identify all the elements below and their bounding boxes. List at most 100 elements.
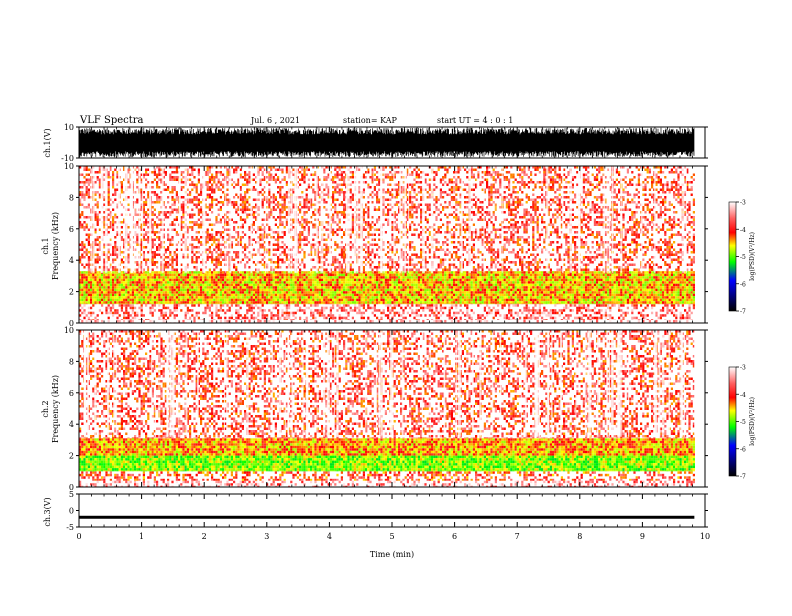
spectrogram-cell xyxy=(202,296,204,299)
spectrogram-cell xyxy=(400,281,402,284)
spectrogram-cell xyxy=(105,284,107,287)
spectrogram-cell xyxy=(279,276,281,279)
spectrogram-cell xyxy=(607,301,609,304)
spectrogram-cell xyxy=(413,274,415,277)
spectrogram-cell xyxy=(281,274,283,277)
spectrogram-cell xyxy=(264,289,266,292)
spectrogram-cell xyxy=(110,286,112,289)
spectrogram-cell xyxy=(508,279,510,282)
spectrogram-cell xyxy=(334,279,336,282)
spectrogram-cell xyxy=(548,312,550,315)
spectrogram-cell xyxy=(622,319,624,320)
spectrogram-cell xyxy=(559,296,561,299)
spectrogram-cell xyxy=(526,279,528,282)
spectrogram-cell xyxy=(493,284,495,287)
spectrogram-cell xyxy=(636,304,638,307)
spectrogram-cell xyxy=(422,274,424,277)
spectrogram-cell xyxy=(416,296,418,299)
spectrogram-cell xyxy=(189,289,191,292)
spectrogram-cell xyxy=(246,286,248,289)
spectrogram-cell xyxy=(257,279,259,282)
spectrogram-cell xyxy=(279,271,281,274)
spectrogram-cell xyxy=(149,320,151,323)
spectrogram-cell xyxy=(572,284,574,287)
spectrogram-cell xyxy=(675,309,677,312)
spectrogram-cell xyxy=(506,314,508,317)
spectrogram-cell xyxy=(169,274,171,277)
spectrogram-cell xyxy=(598,294,600,297)
spectrogram-cell xyxy=(226,291,228,294)
spectrogram-cell xyxy=(563,291,565,294)
spectrogram-cell xyxy=(180,279,182,282)
spectrogram-cell xyxy=(532,294,534,297)
spectrogram-cell xyxy=(391,294,393,297)
spectrogram-cell xyxy=(592,286,594,289)
spectrogram-cell xyxy=(354,296,356,299)
spectrogram-cell xyxy=(253,319,255,320)
spectrogram-cell xyxy=(119,274,121,277)
spectrogram-cell xyxy=(196,314,198,317)
spectrogram-cell xyxy=(152,291,154,294)
spectrogram-cell xyxy=(242,296,244,299)
spectrogram-cell xyxy=(477,294,479,297)
spectrogram-cell xyxy=(631,296,633,299)
spectrogram-cell xyxy=(620,314,622,317)
spectrogram-cell xyxy=(361,294,363,297)
spectrogram-cell xyxy=(222,294,224,297)
spectrogram-cell xyxy=(453,274,455,277)
spectrogram-cell xyxy=(460,291,462,294)
spectrogram-cell xyxy=(581,271,583,274)
spectrogram-cell xyxy=(211,304,213,307)
spectrogram-cell xyxy=(310,276,312,279)
spectrogram-cell xyxy=(358,289,360,292)
spectrogram-cell xyxy=(319,312,321,315)
spectrogram-cell xyxy=(673,279,675,282)
spectrogram-cell xyxy=(523,320,525,323)
spectrogram-cell xyxy=(257,294,259,297)
spectrogram-cell xyxy=(451,304,453,307)
spectrogram-cell xyxy=(341,276,343,279)
spectrogram-cell xyxy=(411,312,413,315)
spectrogram-cell xyxy=(180,309,182,312)
spectrogram-cell xyxy=(631,294,633,297)
spectrogram-cell xyxy=(510,286,512,289)
spectrogram-cell xyxy=(625,274,627,277)
spectrogram-cell xyxy=(570,294,572,297)
spectrogram-cell xyxy=(438,301,440,304)
spectrogram-cell xyxy=(374,309,376,312)
spectrogram-cell xyxy=(345,304,347,307)
spectrogram-cell xyxy=(226,289,228,292)
spectrogram-cell xyxy=(671,312,673,315)
spectrogram-cell xyxy=(361,296,363,299)
spectrogram-cell xyxy=(627,296,629,299)
spectrogram-cell xyxy=(345,299,347,302)
spectrogram-cell xyxy=(378,286,380,289)
spectrogram-cell xyxy=(191,296,193,299)
spectrogram-cell xyxy=(532,281,534,284)
spectrogram-cell xyxy=(440,314,442,317)
spectrogram-cell xyxy=(127,312,129,315)
spectrogram-cell xyxy=(262,314,264,317)
spectrogram-cell xyxy=(187,299,189,302)
spectrogram-cell xyxy=(427,304,429,307)
spectrogram-cell xyxy=(442,307,444,310)
spectrogram-cell xyxy=(119,279,121,282)
spectrogram-cell xyxy=(530,309,532,312)
spectrogram-cell xyxy=(200,289,202,292)
spectrogram-cell xyxy=(561,319,563,320)
spectrogram-cell xyxy=(132,289,134,292)
spectrogram-cell xyxy=(477,296,479,299)
spectrogram-cell xyxy=(543,276,545,279)
spectrogram-cell xyxy=(537,284,539,287)
spectrogram-cell xyxy=(605,317,607,320)
spectrogram-cell xyxy=(627,320,629,323)
spectrogram-cell xyxy=(583,276,585,279)
spectrogram-cell xyxy=(132,299,134,302)
spectrogram-cell xyxy=(312,304,314,307)
spectrogram-cell xyxy=(556,289,558,292)
spectrogram-cell xyxy=(246,291,248,294)
spectrogram-cell xyxy=(266,274,268,277)
spectrogram-cell xyxy=(405,289,407,292)
spectrogram-cell xyxy=(251,291,253,294)
spectrogram-cell xyxy=(244,314,246,317)
